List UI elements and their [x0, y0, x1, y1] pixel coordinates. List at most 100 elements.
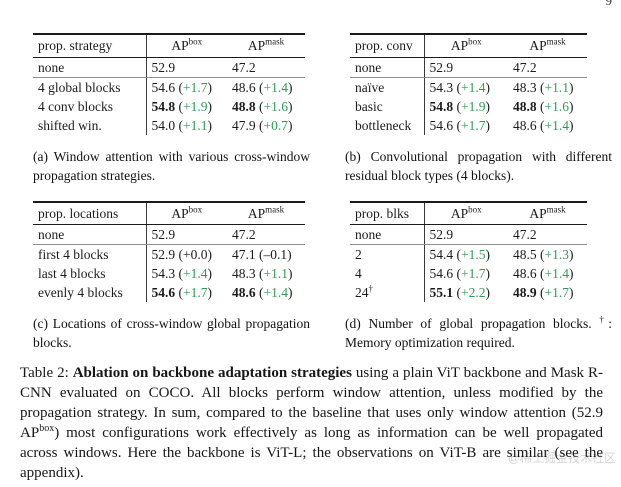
table-row: 24† 55.1 (+2.2) 48.9 (+1.7)	[350, 283, 587, 302]
ap-box-value: 54.3	[151, 266, 176, 281]
caption-d: (d) Number of global propagation blocks.…	[345, 314, 612, 352]
table-2-caption: Table 2: Ablation on backbone adaptation…	[20, 363, 603, 483]
table-row-baseline: none 52.9 47.2	[33, 57, 305, 78]
ap-mask-sup: mask	[265, 204, 285, 215]
ap-mask-delta: +1.7	[544, 285, 570, 300]
paren: (	[540, 285, 545, 300]
paren: (	[540, 117, 545, 133]
paren: )	[569, 98, 574, 114]
ap-mask-value: 48.5	[513, 247, 537, 262]
paren: (	[456, 79, 462, 95]
ap-mask-value: 48.6	[232, 285, 256, 300]
ap-box-value: 54.6	[151, 79, 176, 95]
paren: )	[569, 285, 574, 300]
paren: (	[259, 98, 264, 114]
table-row: evenly 4 blocks 54.6 (+1.7) 48.6 (+1.4)	[33, 283, 305, 302]
ap-box-delta: +1.1	[183, 117, 208, 133]
paren: )	[569, 117, 574, 133]
ap-mask-header: APmask	[508, 201, 587, 225]
paren: (	[178, 117, 184, 133]
row-label: 24†	[350, 283, 425, 302]
table-row: naïve 54.3 (+1.4) 48.3 (+1.1)	[350, 77, 587, 97]
ap-box-delta: +1.7	[461, 117, 486, 133]
paren: )	[485, 79, 491, 95]
ap-box-cell: 54.6 (+1.7)	[146, 77, 227, 97]
table-row-baseline: none 52.9 47.2	[350, 224, 587, 245]
ap-mask-delta: +1.1	[544, 79, 570, 95]
ap-box-value: 52.9	[146, 57, 227, 78]
paren: )	[207, 98, 213, 114]
ap-mask-delta: +0.7	[263, 117, 289, 133]
paren: (	[178, 247, 184, 262]
paren: )	[207, 79, 213, 95]
panel-c: prop. locations APbox APmask none 52.9 4…	[33, 200, 310, 369]
table-d: prop. blks APbox APmask none 52.9 47.2 2…	[350, 200, 587, 302]
paren: (	[178, 98, 184, 114]
ap-label: AP	[529, 38, 547, 54]
ap-label: AP	[247, 38, 266, 54]
ap-box-header: APbox	[424, 34, 508, 58]
paren: )	[288, 285, 293, 300]
row-label: none	[33, 57, 147, 78]
ap-box-header: APbox	[146, 34, 227, 58]
row-label: basic	[350, 96, 425, 116]
ap-box-header: APbox	[146, 201, 227, 225]
table-row: bottleneck 54.6 (+1.7) 48.6 (+1.4)	[350, 115, 587, 135]
paren: )	[569, 266, 574, 281]
subtables-grid: prop. strategy APbox APmask none 52.9 47…	[33, 33, 612, 368]
ap-mask-cell: 48.3 (+1.1)	[508, 77, 587, 97]
paren: )	[207, 266, 213, 281]
paren: )	[288, 266, 293, 281]
ap-label: AP	[450, 38, 469, 54]
table-c-col1-header: prop. locations	[33, 201, 147, 225]
ap-mask-value: 47.2	[508, 57, 587, 78]
table-c-header-row: prop. locations APbox APmask	[33, 201, 305, 225]
ap-mask-delta: +1.4	[544, 117, 570, 133]
ap-label: AP	[529, 205, 547, 221]
page-number: 9	[605, 0, 613, 8]
ap-mask-value: 48.9	[513, 285, 537, 300]
row-label-text: 24	[355, 285, 369, 300]
caption-d-note: : Memory optimization required.	[345, 316, 612, 350]
table-row: shifted win. 54.0 (+1.1) 47.9 (+0.7)	[33, 115, 305, 135]
paren: )	[207, 247, 213, 262]
paren: (	[540, 247, 545, 262]
ap-box-value: 54.0	[151, 117, 176, 133]
ap-box-value: 54.8	[429, 98, 454, 114]
ap-box-cell: 54.0 (+1.1)	[146, 116, 227, 135]
ap-mask-cell: 48.6 (+1.4)	[508, 116, 587, 135]
paren: )	[485, 285, 491, 300]
ap-label: AP	[171, 38, 189, 54]
row-label: naïve	[350, 77, 425, 97]
ap-box-header: APbox	[424, 201, 508, 225]
ap-mask-value: 47.2	[227, 57, 305, 78]
row-label: none	[33, 224, 147, 245]
paren: )	[485, 117, 491, 133]
table-d-header-row: prop. blks APbox APmask	[350, 201, 587, 225]
caption-d-text: (d) Number of global propagation blocks.	[345, 316, 600, 331]
table-b: prop. conv APbox APmask none 52.9 47.2 n…	[350, 33, 587, 135]
paren: )	[485, 247, 491, 262]
paren: (	[540, 98, 545, 114]
ap-box-value: 54.3	[429, 79, 454, 95]
ap-mask-delta: +1.4	[263, 79, 289, 95]
paren: )	[485, 98, 491, 114]
table-c: prop. locations APbox APmask none 52.9 4…	[33, 200, 305, 302]
ap-mask-sup: mask	[546, 36, 566, 47]
ap-box-sup: box	[188, 204, 203, 215]
ap-box-cell: 54.8 (+1.9)	[424, 97, 508, 116]
ap-mask-cell: 48.6 (+1.4)	[508, 264, 587, 283]
ap-box-cell: 55.1 (+2.2)	[424, 283, 508, 302]
ap-box-sup: box	[468, 36, 482, 47]
ap-box-cell: 54.6 (+1.7)	[424, 116, 508, 135]
paren: )	[288, 79, 293, 95]
dagger-icon: †	[599, 314, 609, 325]
ap-mask-cell: 48.8 (+1.6)	[508, 97, 587, 116]
ap-box-cell: 52.9 (+0.0)	[146, 245, 227, 265]
paren: (	[259, 285, 264, 300]
paren: )	[569, 79, 574, 95]
row-label: 4 global blocks	[33, 77, 147, 97]
paren: )	[207, 285, 213, 300]
ap-box-cell: 54.4 (+1.5)	[424, 245, 508, 265]
ap-label: AP	[450, 205, 469, 221]
